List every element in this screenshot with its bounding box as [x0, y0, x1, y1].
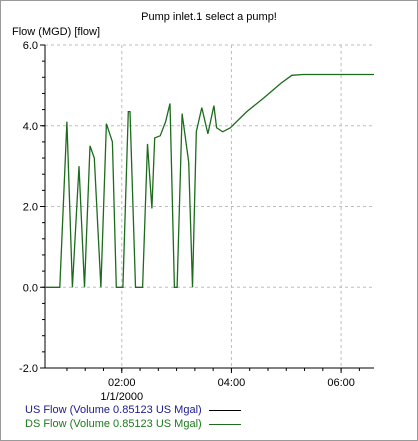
- legend-swatch: [209, 424, 241, 425]
- x-tick-label: 04:00: [218, 377, 246, 389]
- y-axis-label: Flow (MGD) [flow]: [12, 26, 100, 38]
- chart-title: Pump inlet.1 select a pump!: [141, 11, 277, 23]
- legend-label: DS Flow (Volume 0.85123 US Mgal): [25, 418, 202, 430]
- legend-swatch: [209, 410, 241, 411]
- series-line-ds-flow: [45, 73, 374, 288]
- series-layer: [45, 73, 374, 288]
- x-date-label: 1/1/2000: [100, 391, 143, 403]
- y-tick-label: 0.0: [23, 282, 38, 294]
- x-tick-label: 02:00: [108, 377, 136, 389]
- y-tick-label: 6.0: [23, 40, 38, 52]
- tick-labels: -2.0 0.0 2.0 4.0 6.0 02:00 04:00 06:00 1/1/2000: [19, 40, 355, 403]
- y-tick-label: 2.0: [23, 202, 38, 214]
- legend-label: US Flow (Volume 0.85123 US Mgal): [25, 404, 202, 416]
- x-tick-label: 06:00: [327, 377, 355, 389]
- y-tick-label: 4.0: [23, 121, 38, 133]
- axes: [40, 44, 374, 373]
- y-tick-label: -2.0: [19, 363, 38, 375]
